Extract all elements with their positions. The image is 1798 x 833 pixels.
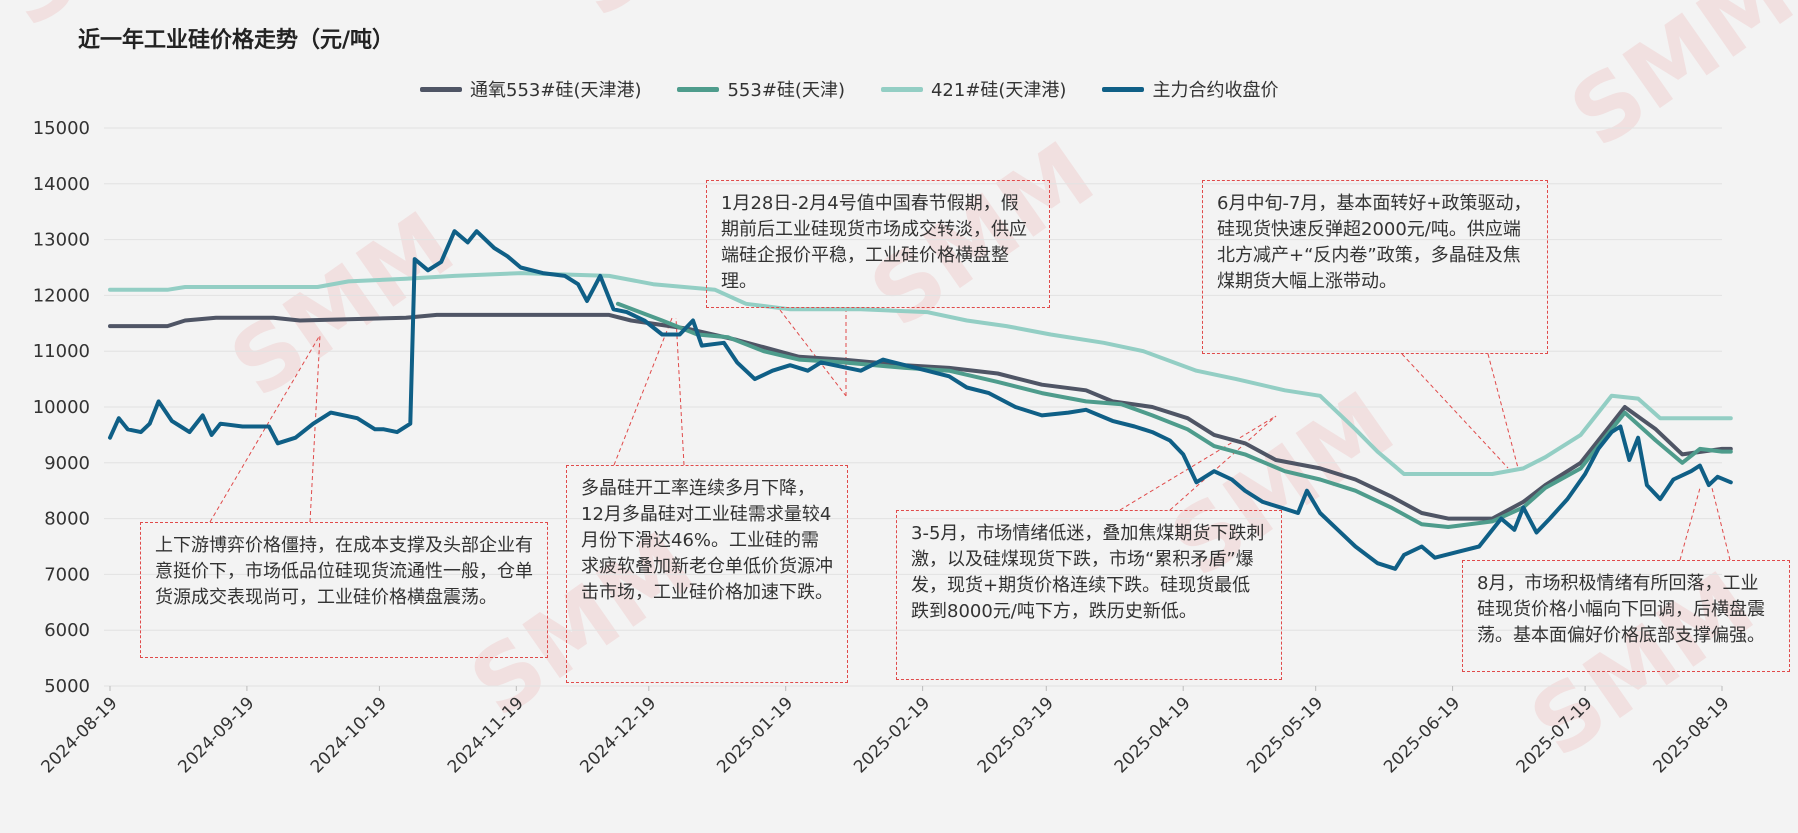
y-tick-label-5000: 5000 [44,676,90,697]
annotation-leader-9 [1401,353,1509,469]
x-tick-label-4: 2024-12-19 [576,693,660,777]
y-tick-label-12000: 12000 [33,285,90,306]
annotation-leader-2 [309,334,321,523]
watermark-1: SMM [0,0,242,48]
series-line-4 [108,229,1733,571]
y-tick-label-14000: 14000 [33,174,90,195]
chart-title: 近一年工业硅价格走势（元/吨） [78,28,395,53]
legend-label-s3: 421#硅(天津港) [930,80,1067,101]
series-line-1 [108,312,1733,521]
annotation-6: 8月，市场积极情绪有所回落，工业硅现货价格小幅向下回调，后横盘震荡。基本面偏好价… [1462,560,1790,672]
annotation-leader-10 [1487,353,1519,469]
legend-label-s2: 553#硅(天津) [727,80,845,101]
x-tick-label-5: 2025-01-19 [713,693,797,777]
series-line-3 [108,271,1733,476]
annotation-leader-4 [675,317,685,466]
legend-swatch-s4 [1102,86,1145,92]
y-tick-label-7000: 7000 [44,564,90,585]
x-tick-label-10: 2025-06-19 [1380,693,1464,777]
annotation-2-text: 多晶硅开工率连续多月下降，12月多晶硅对工业硅需求量较4月份下滑达46%。工业硅… [581,478,833,603]
legend: 通氧553#硅(天津港) 553#硅(天津) 421#硅(天津港) 主力合约收盘… [420,76,1278,102]
y-tick-label-10000: 10000 [33,397,90,418]
watermark-3: SMM [1552,0,1798,168]
y-tick-label-13000: 13000 [33,230,90,251]
legend-swatch-s1 [420,86,462,92]
watermark-2: SMM [552,0,812,38]
annotation-1: 上下游博弈价格僵持，在成本支撑及头部企业有意挺价下，市场低品位硅现货流通性一般，… [140,522,548,658]
x-tick-label-9: 2025-05-19 [1243,693,1327,777]
x-tick-label-7: 2025-03-19 [974,693,1058,777]
annotation-leader-7 [1119,415,1277,511]
annotation-4: 3-5月，市场情绪低迷，叠加焦煤期货下跌刺激，以及硅煤现货下跌，市场“累积矛盾”… [896,510,1282,680]
annotation-leader-8 [1169,415,1277,511]
x-tick-label-0: 2024-08-19 [38,693,122,777]
legend-label-s4: 主力合约收盘价 [1152,80,1279,101]
x-tick-label-2: 2024-10-19 [307,693,391,777]
y-tick-label-6000: 6000 [44,620,90,641]
annotation-5-text: 6月中旬-7月，基本面转好+政策驱动，硅现货快速反弹超2000元/吨。供应端北方… [1217,193,1532,292]
annotation-leader-3 [613,317,673,466]
y-tick-label-8000: 8000 [44,509,90,530]
x-tick-label-8: 2025-04-19 [1111,693,1195,777]
annotation-1-text: 上下游博弈价格僵持，在成本支撑及头部企业有意挺价下，市场低品位硅现货流通性一般，… [155,535,533,608]
annotation-3: 1月28日-2月4号值中国春节假期，假期前后工业硅现货市场成交转淡，供应端硅企报… [706,180,1050,308]
x-tick-label-1: 2024-09-19 [174,693,258,777]
watermark-4: SMM [212,192,472,418]
x-tick-label-6: 2025-02-19 [850,693,934,777]
legend-label-s1: 通氧553#硅(天津港) [470,80,642,101]
annotation-leader-11 [1679,487,1701,561]
y-tick-label-9000: 9000 [44,453,90,474]
annotation-3-text: 1月28日-2月4号值中国春节假期，假期前后工业硅现货市场成交转淡，供应端硅企报… [721,193,1027,292]
annotation-5: 6月中旬-7月，基本面转好+政策驱动，硅现货快速反弹超2000元/吨。供应端北方… [1202,180,1548,354]
legend-swatch-s2 [677,86,720,92]
annotation-leader-12 [1711,487,1731,561]
annotation-4-text: 3-5月，市场情绪低迷，叠加焦煤期货下跌刺激，以及硅煤现货下跌，市场“累积矛盾”… [911,523,1265,622]
legend-item-s3[interactable]: 421#硅(天津港) [880,76,1067,102]
annotation-2: 多晶硅开工率连续多月下降，12月多晶硅对工业硅需求量较4月份下滑达46%。工业硅… [566,465,848,683]
legend-item-s4[interactable]: 主力合约收盘价 [1102,76,1278,102]
legend-item-s2[interactable]: 553#硅(天津) [677,76,845,102]
legend-item-s1[interactable]: 通氧553#硅(天津港) [420,76,641,102]
annotation-6-text: 8月，市场积极情绪有所回落，工业硅现货价格小幅向下回调，后横盘震荡。基本面偏好价… [1477,573,1765,646]
y-tick-label-15000: 15000 [33,118,90,139]
y-tick-label-11000: 11000 [33,341,90,362]
legend-swatch-s3 [880,86,923,92]
